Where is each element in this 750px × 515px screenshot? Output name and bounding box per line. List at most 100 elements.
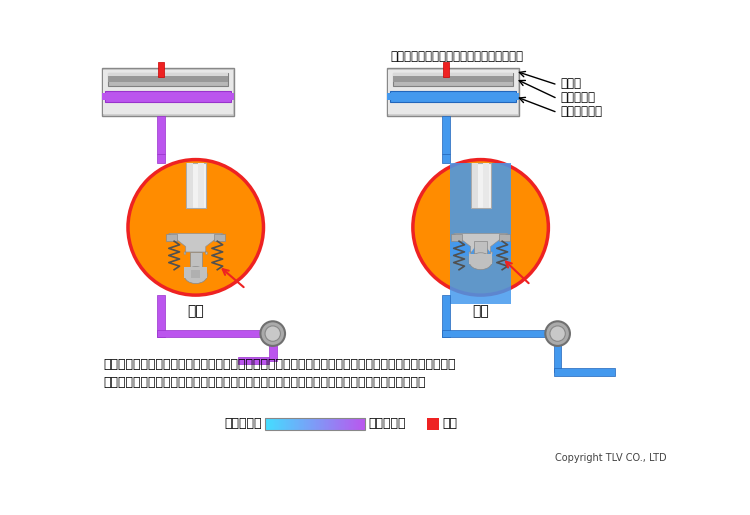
Bar [292, 418, 294, 430]
Polygon shape [490, 233, 508, 254]
Bar [343, 418, 344, 430]
Text: Copyright TLV CO., LTD: Copyright TLV CO., LTD [555, 453, 667, 463]
Bar [362, 418, 363, 430]
Bar [427, 418, 439, 430]
Bar [190, 252, 202, 271]
Bar [469, 253, 492, 264]
Bar [265, 418, 267, 430]
Bar [275, 418, 277, 430]
Bar [272, 418, 274, 430]
Bar [339, 418, 340, 430]
Bar [302, 418, 304, 430]
Bar [317, 418, 320, 430]
Bar [269, 334, 277, 360]
Bar [284, 418, 286, 430]
Bar [104, 70, 232, 114]
Text: 滞留した高温ドレンが被加熱配管を温める: 滞留した高温ドレンが被加熱配管を温める [391, 50, 524, 63]
Bar [313, 418, 314, 430]
Bar [356, 418, 358, 430]
Bar [320, 418, 322, 430]
Text: 開弁: 開弁 [472, 304, 489, 318]
Bar [158, 154, 165, 163]
Bar [554, 334, 562, 372]
Bar [102, 68, 234, 116]
Bar [328, 418, 329, 430]
Bar [387, 68, 519, 116]
Polygon shape [169, 233, 186, 254]
Bar [319, 418, 320, 430]
Bar [285, 418, 286, 430]
Circle shape [550, 326, 566, 341]
Bar [108, 74, 228, 82]
Bar [105, 91, 231, 102]
Bar [470, 163, 490, 208]
Bar [332, 418, 334, 430]
Bar [291, 418, 293, 430]
Polygon shape [454, 233, 508, 254]
Bar [326, 418, 328, 430]
Bar [499, 233, 510, 241]
Bar [358, 418, 361, 430]
Polygon shape [472, 244, 490, 252]
Bar [344, 418, 346, 430]
Bar [443, 62, 449, 77]
Ellipse shape [469, 253, 492, 270]
Text: トレース配管内に滞留しているドレンの温度が放熱によって低下すると、開弁してドレンを排台します。: トレース配管内に滞留しているドレンの温度が放熱によって低下すると、開弁してドレン… [104, 358, 456, 371]
Bar [346, 418, 348, 430]
Bar [336, 418, 338, 430]
Bar [188, 163, 194, 208]
Bar [238, 357, 269, 365]
Bar [306, 418, 308, 430]
Bar [345, 418, 346, 430]
Text: 排台されてスチームトラップ内のドレンの温度が上昇すると、閉弁してドレンを滞留させます。: 排台されてスチームトラップ内のドレンの温度が上昇すると、閉弁してドレンを滞留させ… [104, 376, 426, 389]
Text: 保温材: 保温材 [560, 77, 581, 90]
Bar [298, 418, 301, 430]
Bar [266, 418, 268, 430]
Bar [358, 418, 359, 430]
Circle shape [545, 321, 570, 346]
Bar [442, 154, 450, 163]
Bar [108, 73, 228, 87]
Bar [294, 418, 296, 430]
Bar [228, 93, 234, 100]
Bar [272, 418, 273, 430]
Bar [298, 418, 299, 430]
Bar [102, 93, 108, 100]
Bar [300, 418, 302, 430]
Bar [330, 418, 332, 430]
Text: 閉弁: 閉弁 [188, 304, 204, 318]
Bar [308, 418, 309, 430]
Bar [295, 418, 297, 430]
Bar [554, 368, 616, 376]
Bar [350, 418, 352, 430]
Bar [387, 93, 393, 100]
Bar [324, 418, 326, 430]
Bar [184, 267, 207, 278]
Bar [186, 163, 206, 208]
Bar [351, 418, 353, 430]
Bar [310, 418, 312, 430]
Bar [442, 116, 450, 154]
Bar [338, 418, 339, 430]
Bar [309, 418, 310, 430]
Bar [304, 418, 305, 430]
Text: トレース配管: トレース配管 [560, 105, 602, 117]
Bar [316, 418, 318, 430]
Bar [158, 62, 164, 77]
Bar [354, 418, 356, 430]
Bar [393, 73, 513, 87]
Bar [452, 233, 462, 241]
Bar [280, 418, 282, 430]
Bar [276, 418, 278, 430]
Bar [315, 418, 316, 430]
Bar [279, 418, 280, 430]
Bar [442, 330, 562, 337]
Bar [328, 418, 331, 430]
Bar [268, 418, 269, 430]
Polygon shape [454, 233, 470, 254]
Bar [289, 418, 290, 430]
Bar [287, 418, 290, 430]
Circle shape [260, 321, 285, 346]
Bar [214, 233, 225, 241]
Bar [281, 418, 283, 430]
